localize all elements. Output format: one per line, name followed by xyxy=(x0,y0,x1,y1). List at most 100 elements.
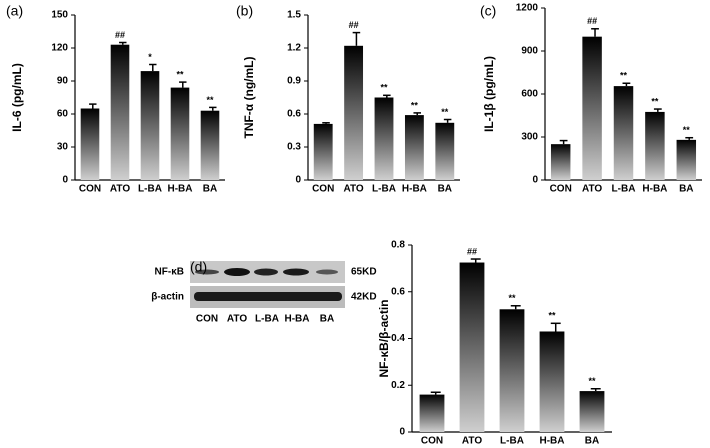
bar xyxy=(676,139,697,180)
error-bar xyxy=(685,136,694,140)
y-axis-label: IL-1β (pg/mL) xyxy=(482,56,496,132)
significance-label: ## xyxy=(349,20,359,30)
error-bar xyxy=(653,108,662,112)
bar xyxy=(404,115,424,180)
bar xyxy=(313,123,333,180)
error-bar xyxy=(510,305,521,310)
x-tick-label: BA xyxy=(585,436,599,447)
band xyxy=(254,268,278,276)
error-bar xyxy=(89,103,97,109)
blot-size-label: 65KD xyxy=(351,267,377,278)
bar xyxy=(419,394,445,432)
y-tick-label: 600 xyxy=(521,89,538,100)
significance-label: ** xyxy=(206,95,214,105)
significance-label: ** xyxy=(683,125,691,135)
panel-label: (d) xyxy=(190,259,207,275)
error-bar xyxy=(209,106,217,111)
x-tick-label: H-BA xyxy=(402,184,427,195)
band xyxy=(195,269,219,275)
x-tick-label: L-BA xyxy=(372,184,396,195)
error-bar xyxy=(413,112,421,116)
bar xyxy=(539,331,565,432)
x-tick-label: H-BA xyxy=(642,184,667,195)
significance-label: ** xyxy=(176,69,184,79)
error-bar xyxy=(591,28,599,37)
x-tick-label: CON xyxy=(79,184,101,195)
band xyxy=(224,268,250,276)
y-tick-label: 0 xyxy=(62,175,68,186)
error-bar xyxy=(149,63,157,72)
y-tick-label: 0.3 xyxy=(287,142,301,153)
significance-label: ** xyxy=(548,311,556,321)
y-tick-label: 1200 xyxy=(516,3,539,14)
error-bar xyxy=(443,118,452,123)
blot-lane-label: ATO xyxy=(227,314,247,325)
x-tick-label: CON xyxy=(421,436,443,447)
significance-label: ** xyxy=(380,83,388,93)
y-tick-label: 1.5 xyxy=(287,10,301,21)
significance-label: ** xyxy=(651,96,659,106)
error-bar xyxy=(550,322,561,332)
panel-label: (a) xyxy=(6,3,23,19)
band xyxy=(194,292,342,301)
y-tick-label: 0 xyxy=(532,175,538,186)
y-axis-label: IL-6 (pg/mL) xyxy=(10,63,24,132)
x-tick-label: BA xyxy=(679,184,693,195)
y-tick-label: 0.4 xyxy=(391,333,405,344)
bar xyxy=(550,144,571,180)
y-tick-label: 0.6 xyxy=(391,286,405,297)
y-axis-label: TNF-α (ng/mL) xyxy=(242,56,256,138)
panel-label: (b) xyxy=(236,3,253,19)
error-bar xyxy=(322,122,330,124)
y-tick-label: 0.9 xyxy=(287,76,301,87)
x-tick-label: ATO xyxy=(582,184,602,195)
error-bar xyxy=(590,388,601,392)
bar xyxy=(499,309,525,432)
band xyxy=(316,269,338,275)
significance-label: ** xyxy=(441,107,449,117)
y-tick-label: 0 xyxy=(295,175,301,186)
bar xyxy=(110,44,130,181)
western-blot xyxy=(190,261,345,308)
error-bar xyxy=(622,82,631,87)
blot-row-label: β-actin xyxy=(151,292,184,303)
y-tick-label: 60 xyxy=(57,109,69,120)
bar xyxy=(579,391,605,432)
y-tick-label: 30 xyxy=(57,142,69,153)
error-bar xyxy=(383,94,391,98)
significance-label: ## xyxy=(115,30,125,40)
x-tick-label: BA xyxy=(438,184,452,195)
x-tick-label: ATO xyxy=(344,184,364,195)
bar xyxy=(374,97,394,180)
panel-label: (c) xyxy=(480,3,496,19)
y-tick-label: 0 xyxy=(399,427,405,438)
bar xyxy=(613,86,634,180)
significance-label: ** xyxy=(411,100,419,110)
blot-lane-label: L-BA xyxy=(255,314,279,325)
y-tick-label: 150 xyxy=(51,10,68,21)
bar xyxy=(140,71,160,180)
y-tick-label: 300 xyxy=(521,132,538,143)
x-tick-label: CON xyxy=(312,184,334,195)
significance-label: * xyxy=(148,52,152,62)
y-tick-label: 0.2 xyxy=(391,380,405,391)
error-bar xyxy=(430,391,441,395)
y-tick-label: 0.6 xyxy=(287,109,301,120)
bar xyxy=(344,45,364,180)
bar xyxy=(200,110,220,180)
y-tick-label: 1.2 xyxy=(287,43,301,54)
x-tick-label: L-BA xyxy=(138,184,162,195)
significance-label: ** xyxy=(508,293,516,303)
significance-label: ## xyxy=(587,16,597,26)
x-tick-label: L-BA xyxy=(612,184,636,195)
y-tick-label: 900 xyxy=(521,46,538,57)
bar xyxy=(582,36,602,180)
x-tick-label: BA xyxy=(203,184,217,195)
y-tick-label: 0.8 xyxy=(391,240,405,251)
x-tick-label: H-BA xyxy=(168,184,193,195)
significance-label: ** xyxy=(588,376,596,386)
significance-label: ## xyxy=(467,246,477,256)
error-bar xyxy=(179,81,187,88)
x-tick-label: ATO xyxy=(110,184,130,195)
